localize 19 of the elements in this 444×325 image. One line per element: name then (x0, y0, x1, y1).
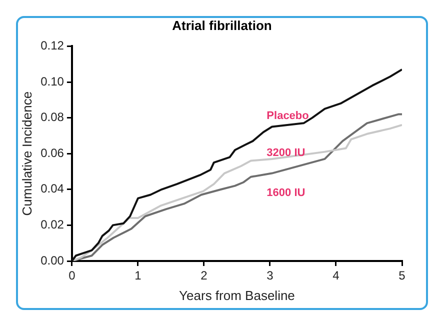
y-tick-label: 0.08 (40, 110, 64, 124)
x-tick-label: 0 (68, 268, 76, 283)
series-label: 3200 IU (266, 146, 306, 159)
series-label: Placebo (266, 110, 310, 122)
x-tick-label: 2 (200, 268, 208, 283)
y-tick-label: 0.10 (40, 74, 64, 88)
y-tick-label: 0.02 (40, 218, 64, 232)
x-axis-title: Years from Baseline (179, 288, 295, 303)
x-tick-label: 3 (266, 268, 274, 283)
y-tick-label: 0.04 (40, 182, 64, 196)
y-tick-label: 0.06 (40, 146, 64, 160)
chart-title: Atrial fibrillation (171, 18, 273, 33)
x-tick-label: 5 (398, 268, 406, 283)
x-tick-label: 1 (134, 268, 142, 283)
series-label: 1600 IU (266, 186, 306, 199)
x-tick-label: 4 (332, 268, 340, 283)
y-axis-title: Cumulative Incidence (19, 91, 34, 216)
y-tick-label: 0.12 (40, 38, 64, 53)
y-tick-label: 0.00 (40, 253, 64, 268)
